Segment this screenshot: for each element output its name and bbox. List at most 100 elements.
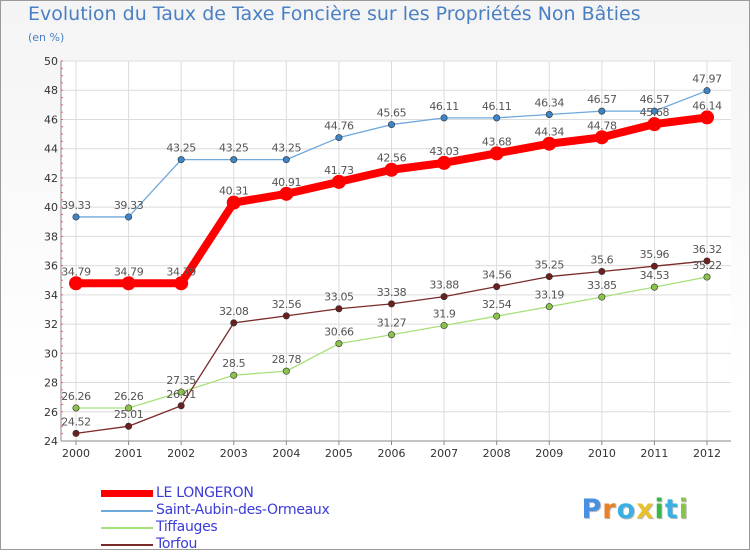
- data-point: [545, 273, 553, 281]
- data-label: 32.08: [219, 305, 249, 318]
- data-label: 46.11: [482, 100, 512, 113]
- data-point: [230, 319, 238, 327]
- data-label: 46.14: [692, 99, 722, 112]
- data-point: [69, 276, 83, 291]
- data-point: [72, 429, 80, 437]
- data-point: [125, 422, 133, 430]
- data-label: 44.34: [535, 126, 565, 139]
- x-tick-label: 2011: [640, 447, 668, 460]
- data-point: [230, 156, 238, 164]
- data-label: 46.57: [587, 93, 617, 106]
- data-point: [121, 276, 136, 291]
- data-label: 45.65: [377, 107, 407, 120]
- data-point: [331, 174, 346, 189]
- data-point: [700, 110, 714, 125]
- data-label: 41.73: [324, 164, 354, 177]
- data-point: [72, 213, 80, 221]
- data-point: [335, 340, 343, 348]
- legend-label: Saint-Aubin-des-Ormeaux: [156, 502, 330, 518]
- data-label: 26.26: [61, 390, 91, 403]
- legend-label: Tiffauges: [156, 519, 218, 535]
- data-label: 43.25: [219, 142, 249, 155]
- data-point: [598, 293, 606, 301]
- y-tick-label: 48: [44, 84, 58, 97]
- logo-letter: o: [616, 494, 637, 525]
- data-label: 45.68: [640, 106, 670, 119]
- legend-swatch: [101, 490, 153, 497]
- chart-title: Evolution du Taux de Taxe Foncière sur l…: [28, 3, 641, 25]
- y-tick-label: 30: [44, 347, 58, 360]
- data-label: 39.33: [61, 199, 91, 212]
- data-label: 26.41: [166, 388, 196, 401]
- data-point: [125, 404, 133, 412]
- data-label: 33.88: [429, 279, 459, 292]
- proxiti-logo: Proxiti: [581, 494, 689, 525]
- x-tick-label: 2007: [430, 447, 458, 460]
- data-label: 31.9: [433, 308, 456, 321]
- logo-letter: r: [602, 494, 617, 525]
- data-label: 39.33: [114, 199, 144, 212]
- data-label: 43.25: [272, 142, 302, 155]
- data-point: [440, 114, 448, 122]
- data-point: [489, 146, 504, 161]
- y-tick-label: 44: [44, 143, 58, 156]
- data-point: [647, 117, 662, 132]
- data-point: [282, 312, 290, 320]
- data-label: 44.78: [587, 119, 617, 132]
- data-point: [545, 303, 553, 311]
- x-tick-label: 2003: [220, 447, 248, 460]
- data-label: 34.79: [61, 265, 91, 278]
- data-point: [387, 300, 395, 308]
- y-axis-unit-label: (en %): [28, 31, 65, 44]
- data-point: [598, 107, 606, 115]
- data-point: [493, 283, 501, 291]
- data-point: [650, 283, 658, 291]
- data-point: [703, 87, 711, 95]
- logo-letter: x: [636, 494, 655, 525]
- data-label: 33.38: [377, 286, 407, 299]
- x-tick-label: 2006: [378, 447, 406, 460]
- y-tick-label: 24: [44, 435, 58, 448]
- data-label: 42.56: [377, 152, 407, 165]
- x-tick-label: 2000: [62, 447, 90, 460]
- logo-letter: i: [654, 494, 665, 525]
- data-point: [279, 186, 294, 201]
- y-tick-label: 50: [44, 55, 58, 68]
- data-label: 46.34: [535, 96, 565, 109]
- data-point: [598, 267, 606, 275]
- data-point: [72, 404, 80, 412]
- data-label: 30.66: [324, 326, 354, 339]
- data-point: [226, 195, 241, 210]
- data-point: [703, 257, 711, 265]
- data-label: 26.26: [114, 390, 144, 403]
- y-tick-label: 38: [44, 230, 58, 243]
- data-point: [594, 130, 609, 145]
- data-point: [437, 155, 452, 170]
- legend-label: Torfou: [156, 536, 198, 552]
- y-tick-label: 28: [44, 377, 58, 390]
- data-label: 46.57: [640, 93, 670, 106]
- data-point: [545, 110, 553, 118]
- x-tick-label: 2012: [693, 447, 721, 460]
- x-tick-label: 2001: [115, 447, 143, 460]
- x-tick-label: 2004: [272, 447, 300, 460]
- data-label: 34.56: [482, 269, 512, 282]
- data-label: 34.79: [166, 265, 196, 278]
- data-point: [335, 134, 343, 142]
- data-point: [384, 162, 399, 177]
- data-point: [703, 273, 711, 281]
- data-point: [177, 388, 185, 396]
- data-label: 31.27: [377, 317, 407, 330]
- data-label: 46.11: [429, 100, 459, 113]
- data-label: 40.91: [272, 176, 302, 189]
- data-label: 35.25: [535, 259, 565, 272]
- data-point: [650, 262, 658, 270]
- data-label: 28.5: [222, 357, 245, 370]
- data-point: [282, 367, 290, 375]
- data-label: 36.32: [692, 243, 722, 256]
- data-label: 33.85: [587, 279, 617, 292]
- data-point: [440, 322, 448, 330]
- y-tick-label: 32: [44, 318, 58, 331]
